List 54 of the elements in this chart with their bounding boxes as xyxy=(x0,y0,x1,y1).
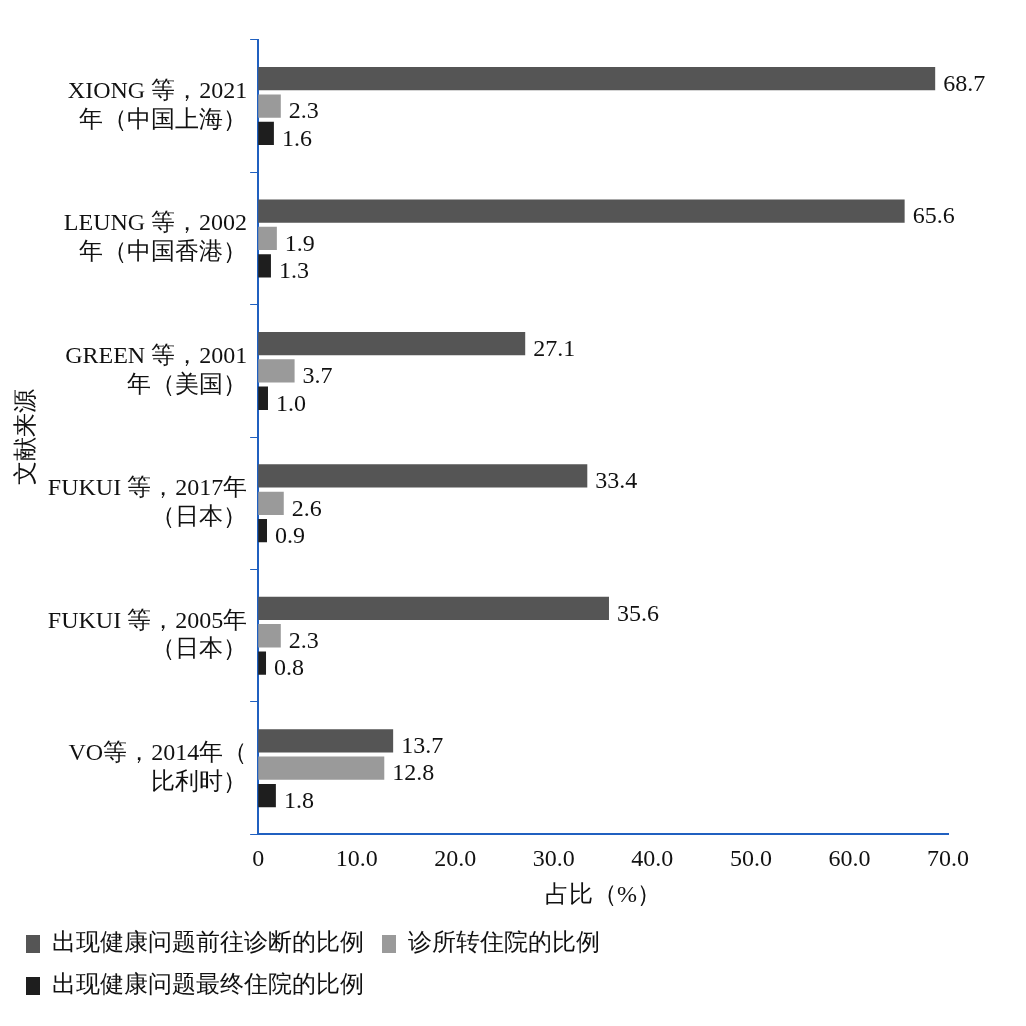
x-axis-title: 占比（%） xyxy=(545,880,662,907)
data-label: 68.7 xyxy=(943,69,986,96)
x-tick-label: 60.0 xyxy=(828,845,871,872)
bar xyxy=(258,729,394,753)
bar xyxy=(258,359,295,383)
y-tick-label: FUKUI 等，2017年（日本） xyxy=(47,474,248,530)
x-tick-label: 20.0 xyxy=(434,845,477,872)
bar xyxy=(258,331,526,356)
data-label: 13.7 xyxy=(401,732,444,759)
bar xyxy=(258,226,277,251)
y-tick-label: FUKUI 等，2005年（日本） xyxy=(47,606,248,662)
x-tick-label: 0 xyxy=(252,845,265,872)
legend-label: 出现健康问题前往诊断的比例 xyxy=(52,929,364,956)
data-label: 2.3 xyxy=(288,97,319,124)
bar xyxy=(258,464,588,488)
y-tick-label: GREEN 等，2001年（美国） xyxy=(65,341,248,397)
bar xyxy=(258,386,268,410)
data-label: 0.9 xyxy=(275,521,306,548)
data-label: 1.0 xyxy=(275,389,306,416)
data-label: 3.7 xyxy=(302,362,333,389)
x-tick-label: 70.0 xyxy=(927,845,969,872)
bar xyxy=(258,199,905,223)
bar xyxy=(258,67,936,91)
y-tick-label: LEUNG 等，2002年（中国香港） xyxy=(63,209,248,265)
data-label: 1.8 xyxy=(283,786,314,813)
y-tick-label: VO等，2014年（比利时） xyxy=(68,739,248,794)
data-label: 65.6 xyxy=(912,202,955,229)
bar xyxy=(258,651,267,675)
data-label: 2.3 xyxy=(288,627,319,654)
bar xyxy=(258,254,271,278)
bar xyxy=(258,756,385,780)
data-label: 12.8 xyxy=(392,759,435,786)
y-tick-label: XIONG 等，2021年（中国上海） xyxy=(67,76,248,132)
bar xyxy=(258,121,274,146)
x-tick-label: 40.0 xyxy=(631,845,674,872)
y-axis-title: 文献来源 xyxy=(11,389,38,486)
data-label: 0.8 xyxy=(274,654,305,681)
x-tick-label: 30.0 xyxy=(532,845,575,872)
legend-label: 出现健康问题最终住院的比例 xyxy=(52,971,364,998)
data-label: 1.3 xyxy=(278,257,309,284)
legend-label: 诊所转住院的比例 xyxy=(408,929,600,956)
data-label: 1.6 xyxy=(281,124,312,151)
data-label: 33.4 xyxy=(595,467,638,494)
bar xyxy=(258,783,276,808)
bar xyxy=(258,624,281,648)
bar xyxy=(258,596,609,621)
data-label: 27.1 xyxy=(533,334,576,361)
data-label: 1.9 xyxy=(284,229,315,256)
data-label: 35.6 xyxy=(616,599,659,626)
data-label: 2.6 xyxy=(291,494,322,521)
x-tick-label: 50.0 xyxy=(729,845,772,872)
bar xyxy=(258,94,281,118)
x-tick-label: 10.0 xyxy=(335,845,378,872)
bar xyxy=(258,491,284,515)
